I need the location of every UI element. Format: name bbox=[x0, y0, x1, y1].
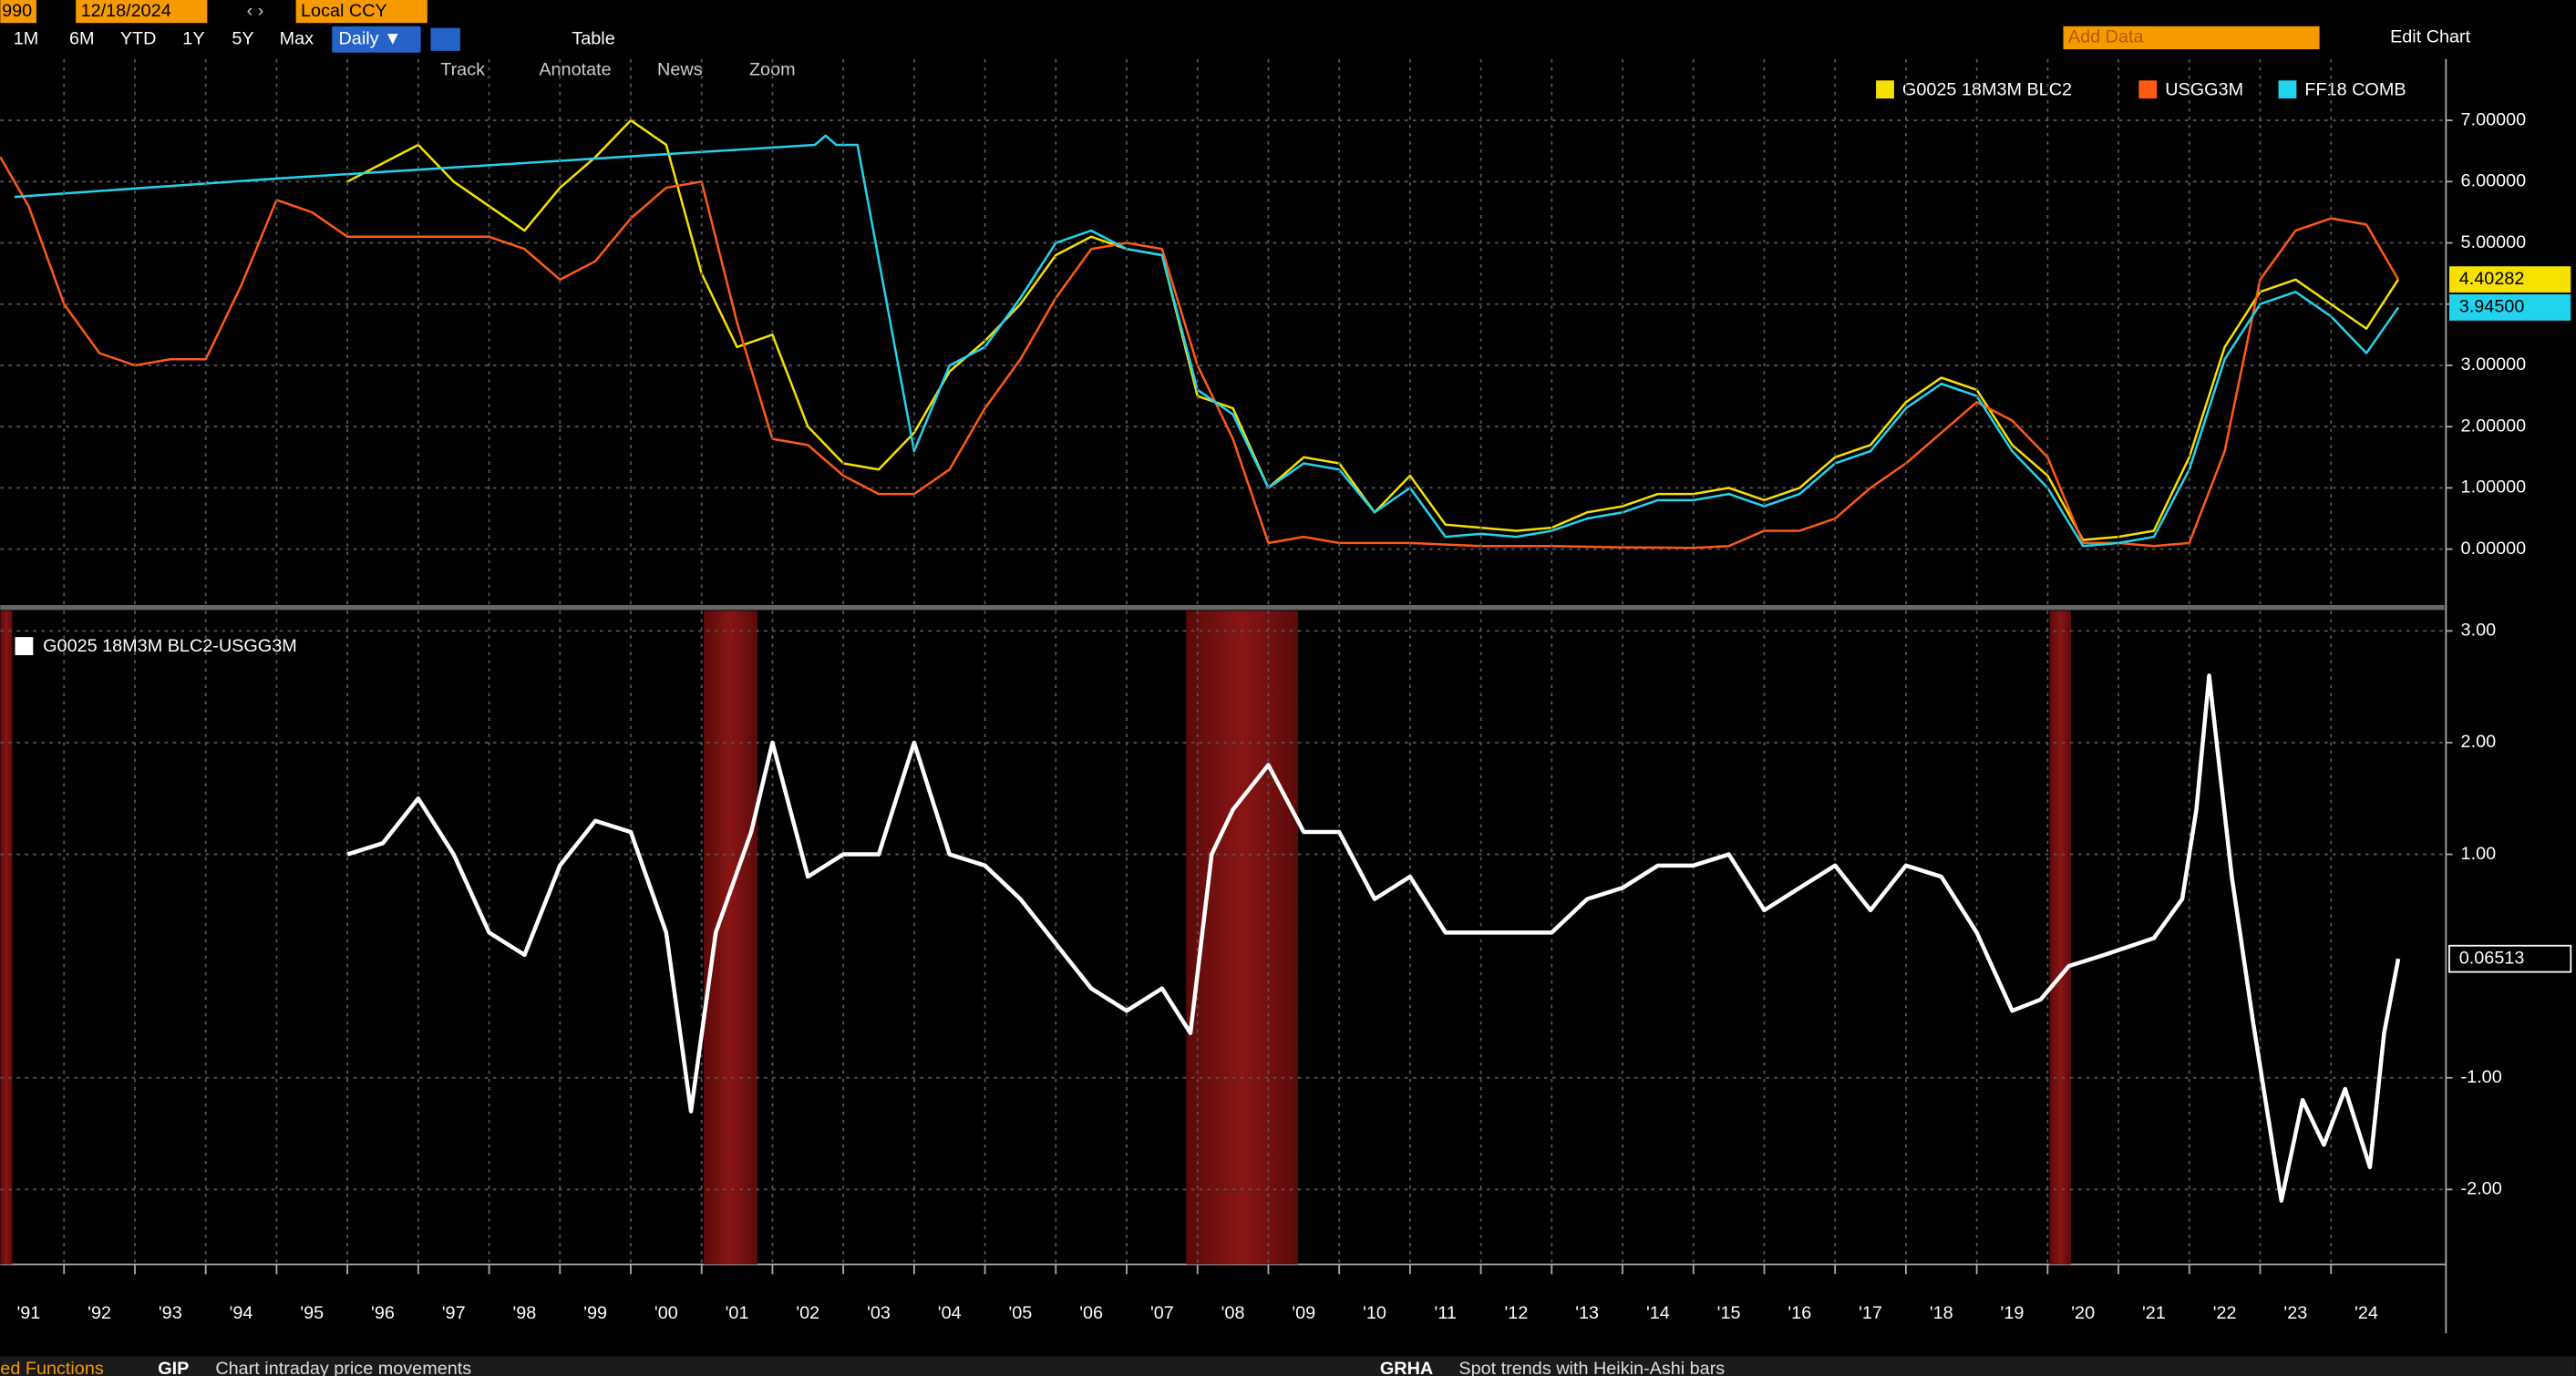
x-tick-label: '10 bbox=[1363, 1303, 1386, 1323]
x-tick-label: '91 bbox=[16, 1303, 40, 1323]
nav[interactable]: ‹ › bbox=[247, 1, 264, 21]
y-tick-label: 2.00 bbox=[2461, 732, 2497, 752]
y-tick-label: 1.00 bbox=[2461, 844, 2497, 864]
x-tick-label: '93 bbox=[159, 1303, 182, 1323]
y-tick-label: 1.00000 bbox=[2461, 477, 2527, 498]
y-tick-label: 5.00000 bbox=[2461, 232, 2527, 252]
x-tick-label: '92 bbox=[88, 1303, 111, 1323]
x-tick-label: '17 bbox=[1859, 1303, 1882, 1323]
last-value-label: 0.06513 bbox=[2459, 948, 2525, 968]
legend-swatch bbox=[2138, 80, 2158, 99]
range-buttons: 1M 6M YTD 1Y 5Y Max bbox=[14, 28, 314, 48]
legend-label: G0025 18M3M BLC2-USGG3M bbox=[43, 636, 297, 656]
x-tick-label: '11 bbox=[1435, 1303, 1457, 1323]
range-button[interactable]: 6M bbox=[69, 28, 95, 48]
frequency-button[interactable] bbox=[332, 26, 421, 53]
legend-swatch bbox=[1876, 80, 1894, 99]
x-tick-label: '22 bbox=[2213, 1303, 2237, 1323]
legend-label: G0025 18M3M BLC2 bbox=[1902, 79, 2072, 99]
x-tick-label: '00 bbox=[654, 1303, 678, 1323]
tool-buttons: Track Annotate News Zoom bbox=[440, 60, 795, 80]
x-tick-label: '03 bbox=[867, 1303, 891, 1323]
y-tick-label: 6.00000 bbox=[2461, 171, 2527, 191]
y-tick-label: 3.00 bbox=[2461, 621, 2497, 641]
x-tick-label: '07 bbox=[1150, 1303, 1174, 1323]
x-tick-label: '19 bbox=[2001, 1303, 2025, 1323]
range-button[interactable]: 5Y bbox=[232, 28, 253, 48]
chart-type-button[interactable] bbox=[430, 27, 460, 51]
legend-swatch bbox=[15, 637, 34, 655]
x-tick-label: '01 bbox=[726, 1303, 749, 1323]
last-value-label: 4.40282 bbox=[2459, 269, 2525, 289]
x-tick-label: '23 bbox=[2283, 1303, 2307, 1323]
footer-left[interactable]: ed Functions bbox=[0, 1359, 104, 1376]
recession-band bbox=[2049, 611, 2071, 1265]
range-button[interactable]: Max bbox=[280, 28, 314, 48]
start-field[interactable] bbox=[0, 0, 36, 24]
series-line bbox=[0, 156, 2400, 549]
y-tick-label: 7.00000 bbox=[2461, 109, 2527, 129]
x-tick-label: '18 bbox=[1930, 1303, 1953, 1323]
series-line bbox=[346, 673, 2401, 1203]
tool-button[interactable]: News bbox=[657, 60, 703, 80]
y-tick-label: 2.00000 bbox=[2461, 416, 2527, 436]
last-value-box bbox=[2448, 944, 2572, 973]
x-tick-label: '95 bbox=[300, 1303, 324, 1323]
x-tick-label: '20 bbox=[2071, 1303, 2095, 1323]
recession-band bbox=[704, 611, 758, 1265]
x-tick-label: '13 bbox=[1575, 1303, 1599, 1323]
x-tick-label: '99 bbox=[583, 1303, 607, 1323]
footer-desc: Spot trends with Heikin-Ashi bars bbox=[1458, 1359, 1725, 1376]
x-tick-label: '09 bbox=[1292, 1303, 1315, 1323]
end-field[interactable] bbox=[76, 0, 208, 24]
x-tick-label: '04 bbox=[938, 1303, 962, 1323]
last-value-label: 3.94500 bbox=[2459, 297, 2525, 317]
last-value-box bbox=[2448, 294, 2571, 321]
x-tick-label: '21 bbox=[2142, 1303, 2166, 1323]
table-button[interactable]: Table bbox=[572, 28, 614, 48]
add-data: Add Data bbox=[2068, 27, 2145, 47]
currency-field[interactable] bbox=[295, 0, 428, 24]
footer-code[interactable]: GIP bbox=[158, 1359, 189, 1376]
tool-button[interactable]: Annotate bbox=[539, 60, 611, 80]
frequency: Daily ▼ bbox=[338, 28, 401, 48]
x-tick-label: '94 bbox=[230, 1303, 253, 1323]
x-tick-label: '97 bbox=[442, 1303, 466, 1323]
footer bbox=[0, 1356, 2576, 1376]
legend-swatch bbox=[2278, 80, 2297, 99]
footer-code[interactable]: GRHA bbox=[1380, 1359, 1433, 1376]
x-tick-label: '16 bbox=[1788, 1303, 1811, 1323]
recession-band bbox=[1186, 611, 1299, 1265]
y-tick-label: 0.00000 bbox=[2461, 539, 2527, 559]
x-tick-label: '24 bbox=[2354, 1303, 2378, 1323]
x-tick-label: '08 bbox=[1221, 1303, 1245, 1323]
x-tick-label: '06 bbox=[1079, 1303, 1103, 1323]
x-tick-label: '96 bbox=[371, 1303, 395, 1323]
x-tick-label: '02 bbox=[796, 1303, 819, 1323]
legend-label: FF18 COMB bbox=[2304, 79, 2406, 99]
add-data-field[interactable] bbox=[2063, 26, 2320, 50]
range-button[interactable]: 1Y bbox=[182, 28, 204, 48]
tool-button[interactable]: Track bbox=[440, 60, 485, 80]
legend-label: USGG3M bbox=[2165, 79, 2243, 99]
last-value-box bbox=[2448, 266, 2571, 293]
edit-chart[interactable]: Edit Chart bbox=[2390, 27, 2471, 47]
y-tick-label: 3.00000 bbox=[2461, 354, 2527, 375]
end-date: 12/18/2024 bbox=[81, 1, 171, 21]
start-date: 990 bbox=[2, 1, 32, 21]
y-tick-label: -1.00 bbox=[2461, 1067, 2502, 1087]
recession-band bbox=[0, 611, 13, 1265]
range-button[interactable]: YTD bbox=[120, 28, 157, 48]
x-tick-label: '14 bbox=[1646, 1303, 1670, 1323]
x-tick-label: '98 bbox=[512, 1303, 536, 1323]
x-tick-label: '15 bbox=[1717, 1303, 1741, 1323]
footer-desc: Chart intraday price movements bbox=[215, 1359, 471, 1376]
range-button[interactable]: 1M bbox=[14, 28, 39, 48]
y-tick-label: -2.00 bbox=[2461, 1179, 2502, 1199]
x-tick-label: '05 bbox=[1009, 1303, 1033, 1323]
x-tick-label: '12 bbox=[1505, 1303, 1529, 1323]
currency: Local CCY bbox=[301, 1, 387, 21]
